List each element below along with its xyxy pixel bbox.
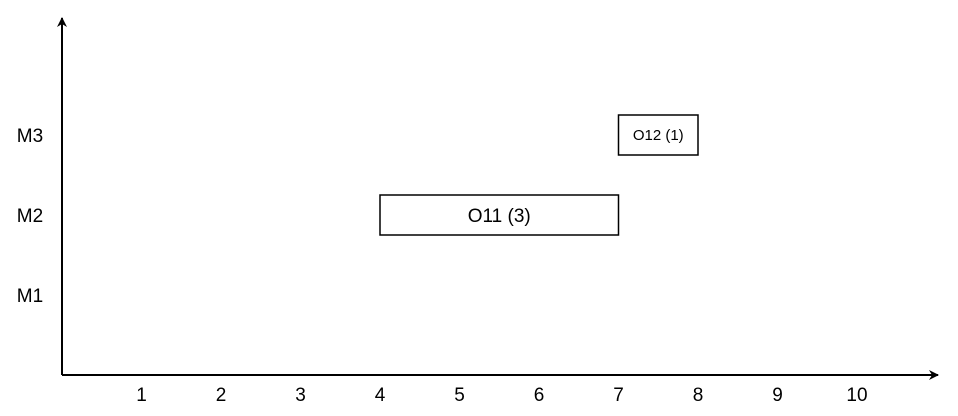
x-tick-label: 9 (772, 385, 783, 406)
x-tick-label: 6 (534, 385, 545, 406)
x-tick-label: 2 (216, 385, 227, 406)
x-tick-label: 10 (846, 385, 867, 406)
x-tick-label: 4 (375, 385, 386, 406)
x-tick-label: 1 (136, 385, 147, 406)
axes (57, 17, 939, 380)
task-bar-label: O11 (3) (468, 206, 531, 227)
y-category-label: M1 (17, 286, 43, 307)
task-bar: O11 (3) (379, 194, 620, 236)
x-tick-label: 3 (295, 385, 306, 406)
task-bar: O12 (1) (617, 114, 699, 156)
x-tick-label: 5 (454, 385, 465, 406)
y-category-label: M2 (17, 206, 43, 227)
x-tick-labels: 1 2 3 4 5 6 7 8 9 10 (136, 385, 867, 406)
task-bar-rect (617, 114, 699, 156)
task-bar-rect (379, 194, 620, 236)
y-category-labels: M1 M2 M3 (17, 126, 43, 307)
x-tick-label: 8 (693, 385, 704, 406)
y-category-label: M3 (17, 126, 43, 147)
task-bars: O11 (3) O12 (1) (379, 114, 699, 236)
x-tick-label: 7 (613, 385, 624, 406)
task-bar-label: O12 (1) (633, 127, 684, 144)
